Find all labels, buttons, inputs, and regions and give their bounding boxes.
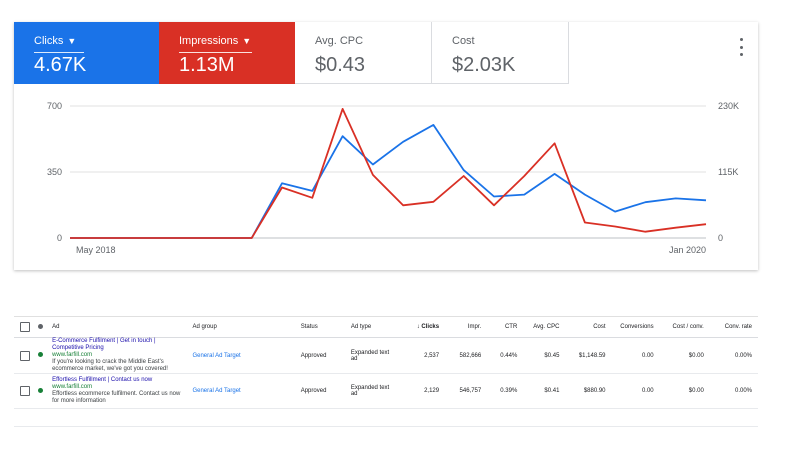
table-bottom-divider — [14, 426, 758, 427]
header-clicks-sorted[interactable]: ↓ Clicks — [403, 316, 446, 338]
ad-type-cell: Expanded text ad — [344, 337, 403, 374]
conversions-cell: 0.00 — [611, 373, 660, 409]
metric-cost[interactable]: Cost $2.03K — [432, 22, 569, 84]
header-clicks: Clicks — [421, 324, 440, 330]
row-select-cell — [14, 373, 37, 409]
metric-clicks[interactable]: Clicks ▼ 4.67K — [14, 22, 159, 84]
ad-group-link[interactable]: General Ad Target — [186, 337, 295, 374]
ctr-cell: 0.44% — [487, 337, 524, 374]
metric-avg-cpc-label: Avg. CPC — [315, 35, 364, 47]
ad-description: Effortless ecommerce fulfilment. Contact… — [52, 391, 181, 404]
conversions-cell: 0.00 — [611, 337, 660, 374]
series-line-clicks — [70, 124, 707, 239]
metric-cost-label: Cost — [452, 35, 475, 47]
metric-avg-cpc[interactable]: Avg. CPC $0.43 — [295, 22, 432, 84]
ad-cell: E-Commerce Fulfilment | Get in touch | C… — [46, 337, 187, 374]
header-ad-group[interactable]: Ad group — [186, 316, 295, 338]
header-impr[interactable]: Impr. — [445, 316, 488, 338]
clicks-cell: 2,129 — [403, 373, 446, 409]
y-left-tick-top: 700 — [47, 101, 62, 111]
x-tick-start: May 2018 — [76, 245, 116, 255]
ad-display-url: www.farfill.com — [52, 384, 93, 390]
y-left-tick-bottom: 0 — [57, 233, 62, 243]
table-header-row: Ad Ad group Status Ad type ↓ Clicks Impr… — [14, 316, 758, 338]
x-tick-end: Jan 2020 — [669, 245, 706, 255]
metric-clicks-label-row: Clicks ▼ — [34, 35, 159, 47]
metric-underline — [179, 52, 252, 53]
row-checkbox[interactable] — [20, 350, 30, 361]
more-options-icon[interactable] — [734, 38, 748, 56]
conv-rate-cell: 0.00% — [709, 337, 758, 374]
status-filter-dot-icon[interactable] — [38, 323, 44, 329]
impr-cell: 582,666 — [445, 337, 488, 374]
series-line-impressions — [70, 107, 707, 239]
header-avg-cpc[interactable]: Avg. CPC — [523, 316, 566, 338]
row-status-cell — [36, 337, 47, 374]
chart-series — [70, 107, 707, 239]
metric-impressions[interactable]: Impressions ▼ 1.13M — [159, 22, 295, 84]
metric-avg-cpc-value: $0.43 — [315, 54, 366, 76]
cost-cell: $880.90 — [565, 373, 612, 409]
performance-card: Clicks ▼ 4.67K Impressions ▼ 1.13M Avg. … — [14, 22, 758, 270]
metric-impressions-label: Impressions — [179, 35, 239, 47]
ad-display-url: www.farfill.com — [52, 352, 93, 358]
header-cost-conv[interactable]: Cost / conv. — [659, 316, 710, 338]
metric-clicks-label: Clicks — [34, 35, 64, 47]
performance-chart: 700 350 0 230K 115K 0 May 2018 Jan 2020 — [47, 101, 739, 255]
status-cell: Approved — [294, 373, 345, 409]
y-right-tick-mid: 115K — [718, 167, 738, 177]
table-row[interactable]: E-Commerce Fulfilment | Get in touch | C… — [14, 337, 758, 374]
ad-headline-link[interactable]: E-Commerce Fulfilment | Get in touch | C… — [52, 338, 156, 351]
metric-clicks-value: 4.67K — [34, 54, 87, 76]
clicks-cell: 2,537 — [403, 337, 446, 374]
enabled-status-dot-icon[interactable] — [38, 352, 44, 357]
avg-cpc-cell: $0.41 — [523, 373, 566, 409]
ad-type-cell: Expanded text ad — [344, 373, 403, 409]
metric-tabs: Clicks ▼ 4.67K Impressions ▼ 1.13M Avg. … — [14, 22, 758, 84]
status-dot-header — [36, 316, 47, 338]
header-ad[interactable]: Ad — [46, 316, 187, 338]
chart-grid — [70, 105, 706, 239]
ad-cell: Effortless Fulfillment | Contact us now … — [46, 373, 187, 409]
conv-rate-cell: 0.00% — [709, 373, 758, 409]
avg-cpc-cell: $0.45 — [523, 337, 566, 374]
select-all-header — [14, 316, 37, 338]
header-ctr[interactable]: CTR — [487, 316, 524, 338]
table-row[interactable]: Effortless Fulfillment | Contact us now … — [14, 373, 758, 409]
row-checkbox[interactable] — [20, 386, 30, 396]
metric-impressions-label-row: Impressions ▼ — [179, 35, 295, 47]
sort-arrow-down-icon: ↓ — [416, 324, 422, 330]
metric-underline — [34, 52, 84, 53]
y-right-tick-top: 230K — [718, 101, 739, 111]
row-status-cell — [36, 373, 47, 409]
ad-headline-link[interactable]: Effortless Fulfillment | Contact us now — [52, 377, 153, 383]
header-ad-type[interactable]: Ad type — [344, 316, 403, 338]
dropdown-caret-icon[interactable]: ▼ — [242, 36, 252, 46]
impr-cell: 546,757 — [445, 373, 488, 409]
select-all-checkbox[interactable] — [20, 322, 30, 332]
ctr-cell: 0.39% — [487, 373, 524, 409]
row-select-cell — [14, 337, 37, 374]
header-status[interactable]: Status — [294, 316, 345, 338]
cost-conv-cell: $0.00 — [659, 373, 710, 409]
ad-group-link[interactable]: General Ad Target — [186, 373, 295, 409]
y-left-tick-mid: 350 — [47, 167, 62, 177]
dropdown-caret-icon[interactable]: ▼ — [67, 36, 77, 46]
status-cell: Approved — [294, 337, 345, 374]
cost-conv-cell: $0.00 — [659, 337, 710, 374]
header-conv-rate[interactable]: Conv. rate — [709, 316, 758, 338]
enabled-status-dot-icon[interactable] — [38, 387, 44, 393]
ads-table: Ad Ad group Status Ad type ↓ Clicks Impr… — [14, 316, 758, 409]
metric-impressions-value: 1.13M — [179, 54, 235, 76]
metric-cost-value: $2.03K — [452, 54, 516, 76]
header-cost[interactable]: Cost — [565, 316, 612, 338]
header-conversions[interactable]: Conversions — [611, 316, 660, 338]
y-right-tick-bottom: 0 — [718, 233, 723, 243]
ad-description: If you're looking to crack the Middle Ea… — [52, 359, 168, 372]
cost-cell: $1,148.59 — [565, 337, 612, 374]
